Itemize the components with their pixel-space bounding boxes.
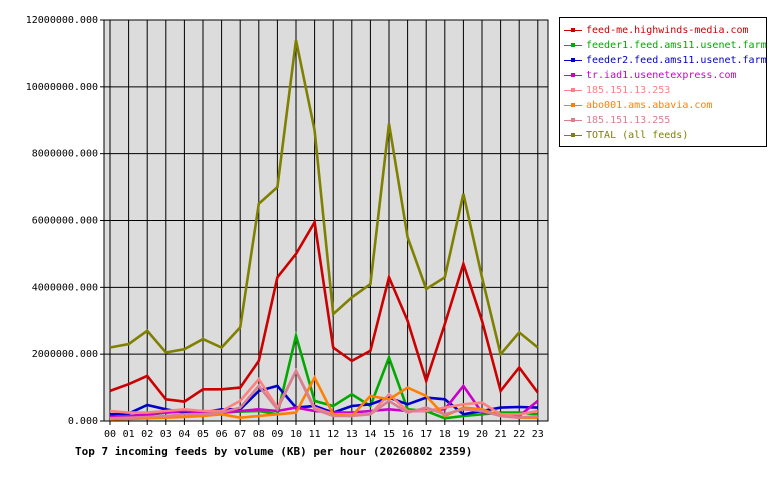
legend-item: 185.151.13.255 <box>564 113 766 128</box>
y-tick-label: 0.000 <box>68 416 98 427</box>
chart-title: Top 7 incoming feeds by volume (KB) per … <box>75 445 472 458</box>
chart-legend: feed-me.highwinds-media.com feeder1.feed.… <box>559 17 767 147</box>
legend-label: TOTAL (all feeds) <box>586 130 689 141</box>
legend-label: 185.151.13.253 <box>586 85 671 96</box>
legend-swatch <box>564 53 586 68</box>
series-line <box>109 367 538 420</box>
y-tick-label: 12000000.000 <box>26 15 98 26</box>
series-lines <box>109 39 539 421</box>
legend-swatch <box>564 113 586 128</box>
legend-swatch <box>564 68 586 83</box>
x-tick-label: 09 <box>271 429 283 440</box>
x-tick-label: 10 <box>290 429 302 440</box>
legend-swatch <box>564 128 586 143</box>
y-tick-label: 4000000.000 <box>32 282 98 293</box>
x-tick-label: 08 <box>253 429 265 440</box>
legend-item: tr.iad1.usenetexpress.com <box>564 68 766 83</box>
y-axis-tick-labels: 0.000 2000000.000 4000000.000 6000000.000 80… <box>26 15 98 427</box>
legend-swatch <box>564 83 586 98</box>
x-tick-label: 21 <box>495 429 507 440</box>
legend-item: feeder2.feed.ams11.usenet.farm <box>564 53 767 68</box>
x-tick-label: 22 <box>513 429 525 440</box>
x-tick-label: 06 <box>216 429 228 440</box>
x-tick-label: 05 <box>197 429 209 440</box>
legend-item: feed-me.highwinds-media.com <box>564 23 766 38</box>
y-tick-label: 2000000.000 <box>32 349 98 360</box>
legend-label: feeder1.feed.ams11.usenet.farm <box>586 40 767 51</box>
y-tick-label: 8000000.000 <box>32 149 98 160</box>
y-tick-label: 6000000.000 <box>32 216 98 227</box>
x-tick-label: 07 <box>234 429 246 440</box>
x-tick-label: 03 <box>160 429 172 440</box>
x-tick-label: 01 <box>123 429 135 440</box>
grid-lines <box>100 19 548 422</box>
x-axis-tick-labels: 00 01 02 03 04 05 06 07 08 09 10 11 12 13 14 15 16 17 18 19… <box>104 421 544 440</box>
x-tick-label: 15 <box>383 429 395 440</box>
x-tick-label: 23 <box>532 429 544 440</box>
x-tick-label: 17 <box>420 429 432 440</box>
x-tick-label: 13 <box>346 429 358 440</box>
legend-label: feeder2.feed.ams11.usenet.farm <box>586 55 767 66</box>
series-line <box>109 368 539 416</box>
legend-swatch <box>564 98 586 113</box>
x-tick-label: 02 <box>141 429 153 440</box>
x-tick-label: 20 <box>476 429 488 440</box>
legend-item: abo001.ams.abavia.com <box>564 98 766 113</box>
legend-label: feed-me.highwinds-media.com <box>586 25 749 36</box>
x-tick-label: 00 <box>104 429 116 440</box>
x-tick-label: 04 <box>178 429 190 440</box>
legend-label: 185.151.13.255 <box>586 115 671 126</box>
y-tick-label: 10000000.000 <box>26 82 98 93</box>
legend-label: tr.iad1.usenetexpress.com <box>586 70 737 81</box>
legend-swatch <box>564 23 586 38</box>
series-line <box>109 218 539 403</box>
legend-item: 185.151.13.253 <box>564 83 766 98</box>
series-line <box>109 374 538 421</box>
x-tick-label: 19 <box>457 429 469 440</box>
legend-label: abo001.ams.abavia.com <box>586 100 713 111</box>
series-line <box>109 39 539 357</box>
legend-swatch <box>564 38 586 53</box>
legend-item: TOTAL (all feeds) <box>564 128 766 143</box>
x-tick-label: 18 <box>439 429 451 440</box>
x-tick-label: 16 <box>402 429 414 440</box>
x-tick-label: 12 <box>327 429 339 440</box>
x-tick-label: 11 <box>309 429 321 440</box>
x-tick-label: 14 <box>364 429 376 440</box>
legend-item: feeder1.feed.ams11.usenet.farm <box>564 38 767 53</box>
